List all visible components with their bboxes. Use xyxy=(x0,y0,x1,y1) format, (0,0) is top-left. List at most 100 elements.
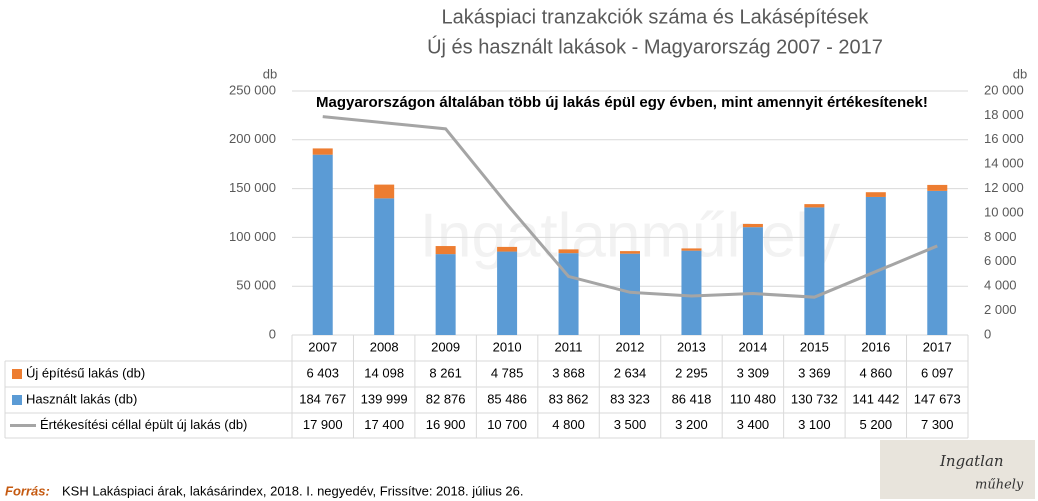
table-value: 83 323 xyxy=(610,391,650,406)
x-tick-label: 2012 xyxy=(616,339,645,354)
table-value: 10 700 xyxy=(487,417,527,432)
y-tick-label: 150 000 xyxy=(229,180,276,195)
legend-label: Értékesítési céllal épült új lakás (db) xyxy=(40,417,247,432)
table-value: 4 785 xyxy=(491,365,524,380)
line xyxy=(322,115,938,299)
table-value: 4 860 xyxy=(860,365,893,380)
y-tick-label: 200 000 xyxy=(229,131,276,146)
bar xyxy=(374,184,395,199)
table-value: 3 200 xyxy=(675,417,708,432)
y-tick-label: 50 000 xyxy=(236,278,276,293)
annotation: Magyarországon általában több új lakás é… xyxy=(316,94,928,111)
table-value: 110 480 xyxy=(730,391,776,406)
bar xyxy=(312,148,333,155)
table-value: 14 098 xyxy=(364,365,404,380)
x-tick-label: 2016 xyxy=(861,339,890,354)
table-value: 4 800 xyxy=(552,417,585,432)
x-tick-label: 2007 xyxy=(308,339,337,354)
y2-tick-label: 20 000 xyxy=(984,82,1024,97)
y-unit: db xyxy=(263,66,277,81)
y2-tick-label: 8 000 xyxy=(984,229,1017,244)
table-value: 141 442 xyxy=(852,391,899,406)
bar xyxy=(312,154,333,335)
table-value: 17 900 xyxy=(303,417,343,432)
legend-label: Új építésű lakás (db) xyxy=(26,365,145,380)
logo-text: műhely xyxy=(975,478,1024,493)
legend-swatch xyxy=(12,395,22,405)
table-value: 86 418 xyxy=(672,391,712,406)
bar xyxy=(681,250,702,335)
x-tick-label: 2008 xyxy=(370,339,399,354)
bar xyxy=(742,227,763,335)
table-value: 82 876 xyxy=(426,391,466,406)
table-value: 6 403 xyxy=(306,365,339,380)
table-value: 7 300 xyxy=(921,417,954,432)
table-value: 83 862 xyxy=(549,391,589,406)
table-value: 85 486 xyxy=(487,391,527,406)
bar xyxy=(804,207,825,335)
table-value: 3 309 xyxy=(737,365,770,380)
table-value: 139 999 xyxy=(361,391,408,406)
y2-tick-label: 10 000 xyxy=(984,204,1024,219)
bar xyxy=(927,184,948,191)
table-value: 16 900 xyxy=(426,417,466,432)
y-tick-label: 100 000 xyxy=(229,229,276,244)
bar xyxy=(558,249,579,254)
bar xyxy=(865,196,886,335)
x-tick-label: 2010 xyxy=(493,339,522,354)
y2-tick-label: 12 000 xyxy=(984,180,1024,195)
legend-swatch xyxy=(12,369,22,379)
bar xyxy=(927,190,948,335)
bar xyxy=(435,246,456,255)
table-value: 184 767 xyxy=(299,391,346,406)
x-tick-label: 2013 xyxy=(677,339,706,354)
table-value: 147 673 xyxy=(914,391,961,406)
bar xyxy=(681,248,702,251)
bar xyxy=(620,253,640,335)
table-value: 3 868 xyxy=(552,365,585,380)
source-label: Forrás: xyxy=(5,483,50,498)
bar xyxy=(865,192,886,197)
table-value: 6 097 xyxy=(921,365,954,380)
chart-title: Lakáspiaci tranzakciók száma és Lakásépí… xyxy=(442,6,870,28)
chart-subtitle: Új és használt lakások - Magyarország 20… xyxy=(427,35,883,58)
y2-tick-label: 2 000 xyxy=(984,302,1017,317)
data-table-grid xyxy=(4,334,969,439)
y2-tick-label: 14 000 xyxy=(984,156,1024,171)
table-value: 2 295 xyxy=(675,365,708,380)
table-value: 3 500 xyxy=(614,417,647,432)
y2-tick-label: 6 000 xyxy=(984,253,1017,268)
x-tick-label: 2015 xyxy=(800,339,829,354)
y2-tick-label: 16 000 xyxy=(984,131,1024,146)
table-value: 3 369 xyxy=(798,365,831,380)
bar xyxy=(558,253,579,335)
logo-text: Ingatlan xyxy=(939,452,1004,470)
table-value: 17 400 xyxy=(364,417,404,432)
bar xyxy=(497,246,518,252)
y2-tick-label: 0 xyxy=(984,326,991,341)
bar xyxy=(742,223,763,228)
bar xyxy=(435,254,456,335)
y2-unit: db xyxy=(1013,66,1027,81)
legend-label: Használt lakás (db) xyxy=(26,391,137,406)
bar xyxy=(620,251,640,254)
bar xyxy=(804,204,825,208)
y2-tick-label: 18 000 xyxy=(984,107,1024,122)
x-tick-label: 2014 xyxy=(738,339,767,354)
y-tick-label: 250 000 xyxy=(229,82,276,97)
x-tick-label: 2011 xyxy=(555,339,583,354)
logo-box xyxy=(880,440,1035,499)
table-value: 2 634 xyxy=(614,365,647,380)
table-value: 5 200 xyxy=(860,417,893,432)
table-value: 3 400 xyxy=(737,417,770,432)
bar xyxy=(497,251,518,335)
source: KSH Lakáspiaci árak, lakásárindex, 2018.… xyxy=(62,483,524,498)
table-value: 8 261 xyxy=(429,365,462,380)
bar xyxy=(374,198,395,335)
x-tick-label: 2009 xyxy=(431,339,460,354)
y2-tick-label: 4 000 xyxy=(984,278,1017,293)
table-value: 3 100 xyxy=(798,417,831,432)
table-value: 130 732 xyxy=(791,391,838,406)
y-tick-label: 0 xyxy=(269,326,276,341)
